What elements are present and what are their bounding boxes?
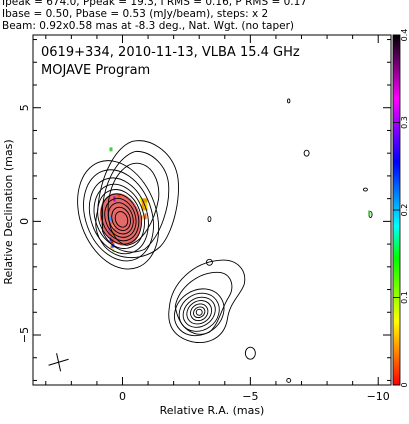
jet-component-contour bbox=[193, 306, 206, 319]
polarization-patch bbox=[110, 239, 114, 244]
chart-subtitle: MOJAVE Program bbox=[41, 63, 150, 78]
jet-component-contour bbox=[174, 271, 233, 335]
core-contour bbox=[111, 206, 131, 232]
core-contour bbox=[83, 169, 154, 262]
plot-frame bbox=[32, 34, 392, 386]
y-tick-label: −5 bbox=[18, 327, 31, 343]
colorbar-tick-label: 0 bbox=[400, 382, 409, 387]
polarization-patch bbox=[368, 210, 371, 217]
noise-contour bbox=[205, 258, 213, 266]
beam-minor-axis bbox=[56, 353, 62, 372]
polarization-patch bbox=[108, 227, 111, 236]
jet-component-contour bbox=[190, 303, 209, 322]
colorbar-tick-label: 0.1 bbox=[400, 291, 409, 304]
polarization-patch bbox=[144, 213, 147, 220]
jet-contour bbox=[102, 150, 170, 253]
colorbar-ticks: 0 0.1 0.2 0.3 0.4 bbox=[393, 29, 409, 388]
core-contour bbox=[100, 193, 140, 242]
core-contour bbox=[93, 183, 145, 249]
jet-contour bbox=[107, 162, 160, 246]
core-contour bbox=[97, 189, 143, 245]
chart-title: 0619+334, 2010-11-13, VLBA 15.4 GHz bbox=[41, 45, 300, 60]
header-line-3: Beam: 0.92x0.58 mas at -8.3 deg., Nat. W… bbox=[2, 20, 295, 32]
noise-contour bbox=[286, 378, 292, 383]
noise-contour bbox=[362, 187, 368, 192]
polarization-patch bbox=[108, 216, 112, 222]
polarization-patch bbox=[144, 202, 148, 209]
noise-contour bbox=[303, 149, 310, 157]
x-tick-label: −10 bbox=[367, 390, 390, 403]
jet-outer-contour bbox=[95, 140, 179, 258]
core-contour bbox=[114, 211, 129, 228]
x-axis-label: Relative R.A. (mas) bbox=[160, 404, 265, 417]
jet-component-contour bbox=[174, 288, 225, 337]
colorbar-tick-label: 0.2 bbox=[400, 204, 409, 217]
jet-component-outer-contour bbox=[168, 259, 246, 343]
contour-group bbox=[48, 98, 373, 383]
jet-component-contour bbox=[186, 300, 213, 325]
polarization-patch bbox=[109, 147, 113, 152]
x-tick-label: 0 bbox=[119, 390, 126, 403]
polarization-patch bbox=[117, 194, 121, 198]
y-tick-label: 5 bbox=[18, 104, 31, 111]
jet-component-contour bbox=[182, 296, 216, 328]
header-line-2: Ibase = 0.50, Pbase = 0.53 (mJy/beam), s… bbox=[2, 8, 269, 20]
polarization-patch bbox=[110, 224, 115, 230]
y-axis-label: Relative Declination (mas) bbox=[2, 139, 15, 284]
noise-contour bbox=[207, 216, 212, 223]
colorbar-tick-label: 0.4 bbox=[400, 29, 409, 42]
core-contour bbox=[104, 197, 137, 238]
noise-contour bbox=[244, 346, 256, 360]
jet-component-contour bbox=[195, 308, 203, 316]
axis-ticks: 0 −5 −10 5 0 −5 bbox=[18, 35, 391, 403]
core-contour bbox=[77, 160, 160, 270]
polarization-patch bbox=[139, 197, 142, 203]
y-tick-label: 0 bbox=[18, 218, 31, 225]
colorbar-tick-label: 0.3 bbox=[400, 116, 409, 129]
noise-contour bbox=[287, 98, 291, 104]
x-tick-label: −5 bbox=[242, 390, 258, 403]
header-line-1: Ipeak = 674.0, Ppeak = 19.3, I RMS = 0.1… bbox=[2, 0, 307, 8]
